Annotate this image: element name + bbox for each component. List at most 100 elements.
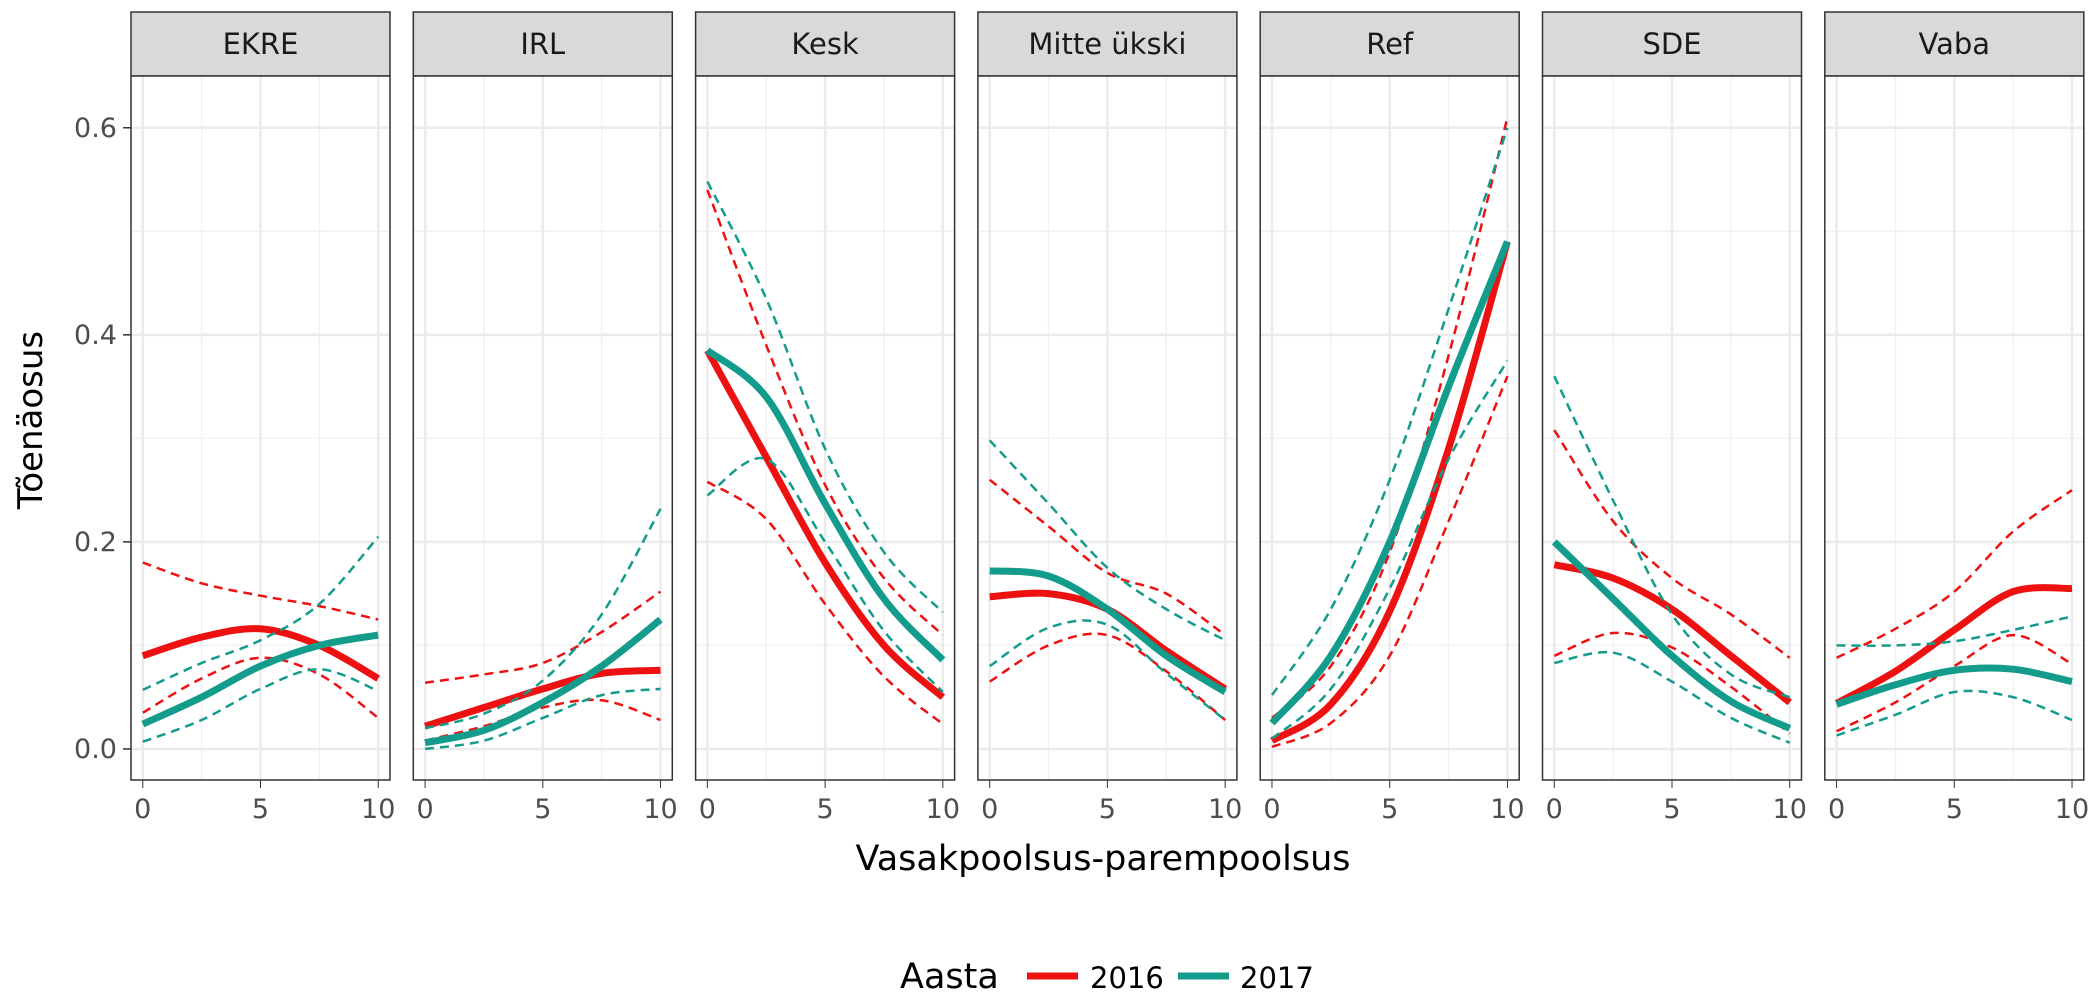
y-tick-label: 0.0 bbox=[74, 734, 117, 765]
fit-line bbox=[1834, 584, 2073, 707]
ci-upper-line bbox=[988, 478, 1226, 637]
ci-lower-line bbox=[1554, 650, 1791, 744]
x-tick-label: 5 bbox=[534, 794, 551, 825]
series-2017-irl bbox=[424, 508, 663, 751]
series-2017-ekre bbox=[141, 535, 380, 743]
facet-strip-label: Vaba bbox=[1919, 27, 1991, 61]
facet-panel-ekre: EKRE 0 5 10 bbox=[130, 11, 395, 825]
facet-panel-mitte-kski: Mitte ükski 0 5 10 bbox=[977, 11, 1242, 825]
ci-lower-line bbox=[142, 667, 379, 743]
x-tick-label: 0 bbox=[699, 794, 716, 825]
x-tick-label: 5 bbox=[1381, 794, 1398, 825]
y-axis-title: Tõenäosus bbox=[11, 331, 51, 510]
ci-lower-line bbox=[706, 480, 944, 726]
ci-upper-line bbox=[1836, 615, 2073, 647]
fit-line bbox=[704, 348, 946, 700]
series-2016-irl bbox=[424, 590, 662, 742]
facet-strip-label: EKRE bbox=[223, 27, 299, 61]
major-grid bbox=[1542, 76, 1802, 780]
x-tick-label: 5 bbox=[1663, 794, 1680, 825]
facet-strip bbox=[130, 11, 391, 77]
ci-upper-line bbox=[1553, 375, 1791, 699]
fit-line bbox=[424, 616, 663, 747]
facet-strip bbox=[977, 11, 1238, 77]
x-tick-label: 10 bbox=[926, 794, 960, 825]
ci-upper-line bbox=[424, 508, 662, 730]
facet-strip-label: Mitte ükski bbox=[1028, 27, 1186, 61]
facet-strip bbox=[412, 11, 674, 77]
legend: Aasta 2016 2017 bbox=[900, 957, 1314, 997]
ci-upper-line bbox=[1836, 489, 2073, 659]
ci-lower-line bbox=[142, 656, 379, 719]
major-grid bbox=[413, 76, 673, 780]
series-2016-ekre bbox=[141, 561, 380, 719]
fit-line bbox=[424, 666, 661, 730]
fit-line bbox=[141, 625, 380, 682]
ci-upper-line bbox=[142, 535, 380, 692]
series-2017-ref bbox=[1269, 127, 1511, 740]
major-grid bbox=[1824, 76, 2084, 780]
fit-line bbox=[989, 567, 1227, 695]
ci-upper-line bbox=[142, 561, 379, 621]
x-tick-label: 5 bbox=[252, 794, 269, 825]
series-2017-vaba bbox=[1835, 615, 2073, 737]
ci-lower-line bbox=[989, 632, 1226, 721]
x-tick-label: 10 bbox=[643, 794, 677, 825]
x-tick-label: 10 bbox=[2055, 794, 2089, 825]
fit-line bbox=[1270, 240, 1511, 744]
ci-upper-line bbox=[1553, 429, 1791, 659]
facet-strip-label: IRL bbox=[520, 27, 565, 61]
series-2017-sde bbox=[1551, 375, 1792, 744]
ci-lower-line bbox=[1271, 360, 1509, 740]
y-tick-label: 0.2 bbox=[74, 527, 117, 558]
x-tick-label: 10 bbox=[1490, 794, 1524, 825]
x-tick-label: 10 bbox=[1773, 794, 1807, 825]
legend-label-2016: 2016 bbox=[1090, 961, 1164, 995]
ci-lower-line bbox=[1553, 631, 1791, 735]
x-tick-label: 10 bbox=[1208, 794, 1242, 825]
ci-upper-line bbox=[706, 189, 944, 636]
facet-strip-label: Kesk bbox=[791, 27, 859, 61]
series-2017-mitte-kski bbox=[988, 439, 1227, 721]
x-tick-label: 0 bbox=[134, 794, 151, 825]
y-tick-label: 0.6 bbox=[74, 113, 117, 144]
fit-line bbox=[1551, 539, 1792, 732]
ci-upper-line bbox=[424, 590, 662, 684]
facet-strip-label: SDE bbox=[1642, 27, 1701, 61]
x-tick-label: 0 bbox=[981, 794, 998, 825]
x-tick-label: 10 bbox=[361, 794, 395, 825]
x-tick-label: 0 bbox=[1828, 794, 1845, 825]
fit-line bbox=[141, 631, 379, 728]
facet-strip bbox=[1541, 11, 1803, 77]
major-grid bbox=[977, 76, 1237, 780]
x-axis-title: Vasakpoolsus-parempoolsus bbox=[855, 839, 1350, 879]
facet-panel-irl: IRL 0 5 10 bbox=[412, 11, 678, 825]
fit-line bbox=[705, 347, 946, 663]
series-2016-sde bbox=[1553, 429, 1792, 735]
fit-line bbox=[1553, 561, 1792, 706]
ci-upper-line bbox=[988, 439, 1226, 642]
x-tick-label: 0 bbox=[1263, 794, 1280, 825]
series-2017-kesk bbox=[705, 181, 946, 693]
legend-label-2017: 2017 bbox=[1240, 961, 1314, 995]
y-axis: 0.0 0.2 0.4 0.6 bbox=[74, 113, 131, 765]
ci-lower-line bbox=[424, 687, 661, 751]
fit-line bbox=[1269, 240, 1511, 726]
facet-panel-ref: Ref 0 5 10 bbox=[1259, 11, 1525, 825]
y-tick-label: 0.4 bbox=[74, 320, 117, 351]
ci-lower-line bbox=[424, 698, 661, 742]
ci-lower-line bbox=[989, 619, 1226, 721]
major-grid bbox=[1260, 76, 1520, 780]
x-tick-label: 5 bbox=[817, 794, 834, 825]
facet-panel-sde: SDE 0 5 10 bbox=[1541, 11, 1807, 825]
facet-panel-vaba: Vaba 0 5 10 bbox=[1824, 11, 2089, 825]
facet-strip bbox=[1824, 11, 2085, 77]
x-tick-label: 5 bbox=[1099, 794, 1116, 825]
facet-strip-label: Ref bbox=[1366, 27, 1414, 61]
fit-line bbox=[1835, 664, 2073, 708]
series-2016-kesk bbox=[704, 189, 946, 726]
x-tick-label: 5 bbox=[1946, 794, 1963, 825]
